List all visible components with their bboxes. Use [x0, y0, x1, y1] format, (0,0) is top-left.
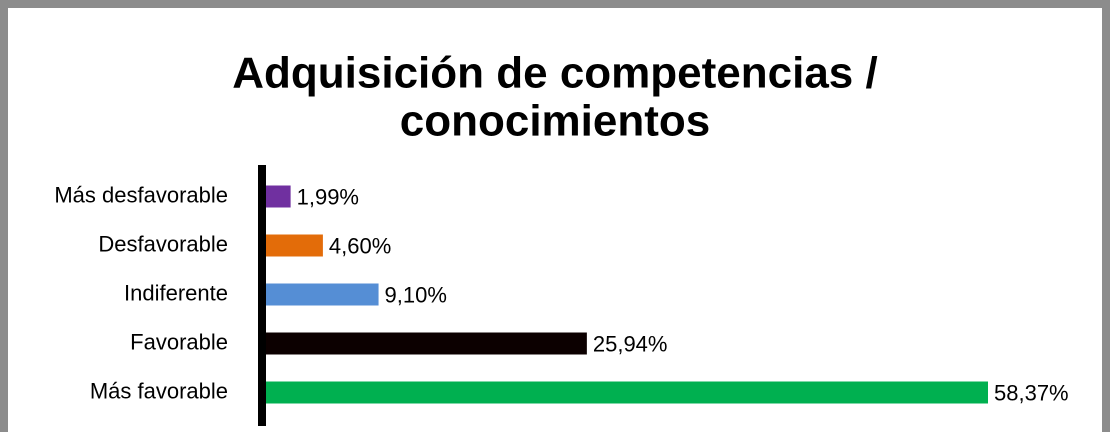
- category-label: Más favorable: [90, 378, 228, 403]
- chart-title: Adquisición de competencias /: [232, 49, 877, 98]
- data-label: 25,94%: [593, 331, 668, 356]
- category-label: Favorable: [130, 329, 228, 354]
- chart-title: conocimientos: [400, 97, 711, 146]
- category-label: Desfavorable: [98, 231, 228, 256]
- bar: [266, 381, 988, 404]
- category-label: Indiferente: [124, 280, 228, 305]
- data-label: 9,10%: [385, 282, 447, 307]
- bar: [266, 234, 323, 257]
- data-label: 4,60%: [329, 233, 391, 258]
- data-label: 58,37%: [994, 380, 1069, 405]
- bar: [266, 283, 379, 306]
- data-label: 1,99%: [297, 184, 359, 209]
- category-label: Más desfavorable: [54, 182, 228, 207]
- bar: [266, 185, 291, 208]
- bar: [266, 332, 587, 355]
